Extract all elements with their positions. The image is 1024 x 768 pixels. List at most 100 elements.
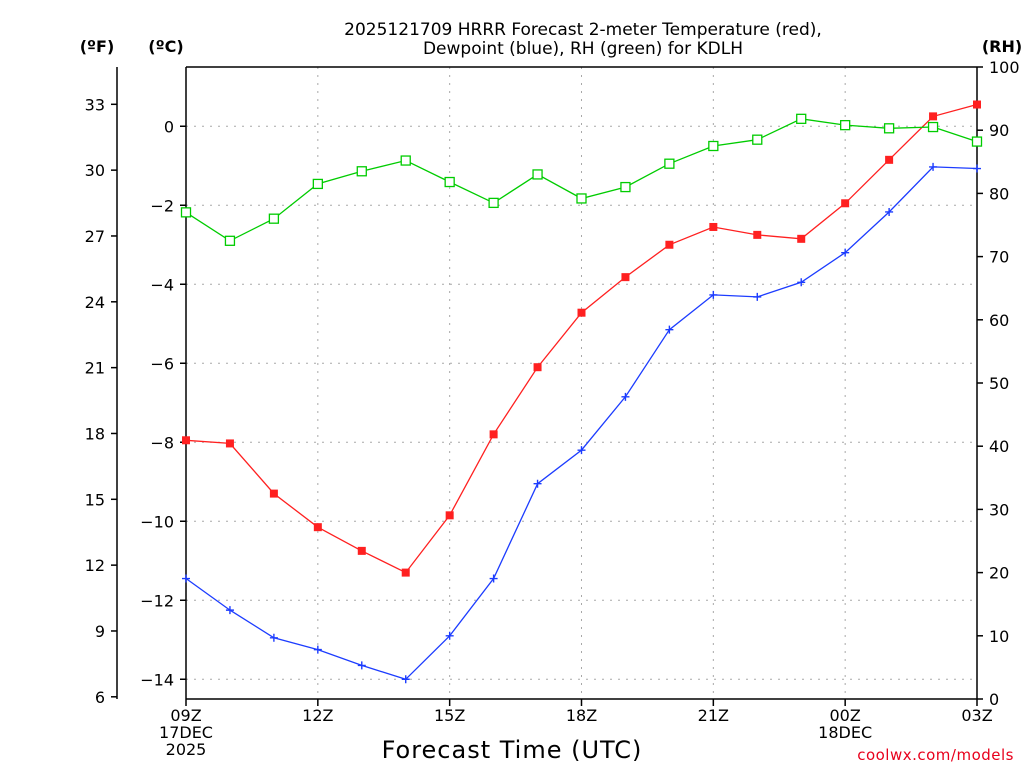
dewpoint-point [269,633,278,642]
dewpoint-point [621,392,630,401]
series [180,100,983,684]
rh-tick-label: 40 [989,437,1009,456]
rh-point [708,140,719,152]
rh-point [840,119,851,131]
rh-point [576,193,587,204]
dewpoint-point [665,325,674,334]
dewpoint-point [357,661,366,670]
rh-tick-label: 30 [989,500,1009,519]
grid [186,67,977,699]
rh-tick-label: 60 [989,311,1009,330]
x-tick-label: 09Z [170,706,201,725]
dewpoint-point [973,164,981,173]
fahrenheit-tick-label: 6 [95,688,105,707]
dewpoint-point [225,606,234,615]
rh-tick-label: 70 [989,248,1009,267]
dewpoint-point [182,574,190,583]
dewpoint-point [709,290,718,299]
rh-point [752,134,763,145]
celsius-tick-label: −12 [140,591,174,610]
rh-unit-label: (RH) [982,37,1022,56]
temperature-point [445,511,454,520]
x-tick-label: 15Z [434,706,465,725]
temperature-point [357,546,366,555]
x-tick-date-label: 18DEC [818,723,872,742]
fahrenheit-tick-label: 15 [85,490,105,509]
rh-tick-label: 0 [989,690,999,709]
temperature-point [225,439,234,448]
dewpoint-point [885,207,894,216]
temperature-point [182,436,190,445]
rh-point [620,181,631,193]
x-tick-date-label: 17DEC [159,723,213,742]
fahrenheit-tick-label: 12 [85,556,105,575]
temperature-point [401,568,410,577]
temperature-point [929,112,938,121]
rh-point [224,235,236,246]
rh-tick-label: 10 [989,627,1009,646]
temperature-line [185,103,978,574]
rh-point [971,136,983,147]
rh-point [268,213,280,224]
rh-tick-label: 80 [989,184,1009,203]
rh-tick-label: 20 [989,564,1009,583]
temperature-point [313,523,322,532]
rh-tick-label: 90 [989,121,1009,140]
celsius-tick-label: 0 [164,117,174,136]
temperature-point [753,230,762,239]
fahrenheit-tick-label: 21 [85,359,105,378]
dewpoint-point [929,162,938,171]
rh-point [400,155,411,166]
temperature-point [489,430,498,439]
celsius-tick-label: −8 [150,433,174,452]
temperature-point [709,222,718,231]
celsius-unit-label: (ºC) [148,37,183,56]
celsius-tick-label: −10 [140,512,174,531]
plot-frame [116,66,978,700]
dewpoint-point [401,675,410,684]
x-tick-date-label: 2025 [166,740,207,759]
dewpoint-point [313,645,322,654]
rh-point [444,176,455,188]
fahrenheit-tick-label: 33 [85,95,105,114]
dewpoint-point [445,631,454,640]
rh-point [927,121,939,133]
dewpoint-point [577,446,586,455]
dewpoint-point [797,278,806,287]
temperature-point [665,240,674,249]
rh-point [488,197,499,209]
x-axis-label: Forecast Time (UTC) [382,736,643,764]
temperature-point [577,308,586,317]
x-tick-label: 21Z [698,706,729,725]
temperature-point [533,363,542,372]
rh-point [883,123,895,134]
temperature-point [885,155,894,164]
celsius-tick-label: −4 [150,275,174,294]
celsius-tick-label: −14 [140,670,174,689]
dewpoint-point [533,479,542,488]
fahrenheit-tick-label: 24 [85,293,105,312]
temperature-point [973,100,981,109]
fahrenheit-unit-label: (ºF) [80,37,115,56]
fahrenheit-tick-label: 30 [85,161,105,180]
rh-tick-label: 50 [989,374,1009,393]
fahrenheit-tick-label: 18 [85,424,105,443]
credit-text: coolwx.com/models [857,746,1014,764]
rh-point [356,166,367,177]
chart-title-line-2: Dewpoint (blue), RH (green) for KDLH [423,39,743,59]
x-tick-label: 18Z [566,706,597,725]
temperature-point [841,199,850,208]
rh-tick-label: 100 [989,58,1020,77]
temperature-point [269,489,278,498]
x-tick-label: 03Z [961,706,992,725]
rh-point [180,207,192,218]
rh-point [312,178,323,190]
dewpoint-point [489,574,498,583]
dewpoint-point [753,292,762,301]
temperature-point [621,273,630,282]
temperature-point [797,234,806,243]
rh-point [796,113,807,124]
fahrenheit-tick-label: 9 [95,622,105,641]
